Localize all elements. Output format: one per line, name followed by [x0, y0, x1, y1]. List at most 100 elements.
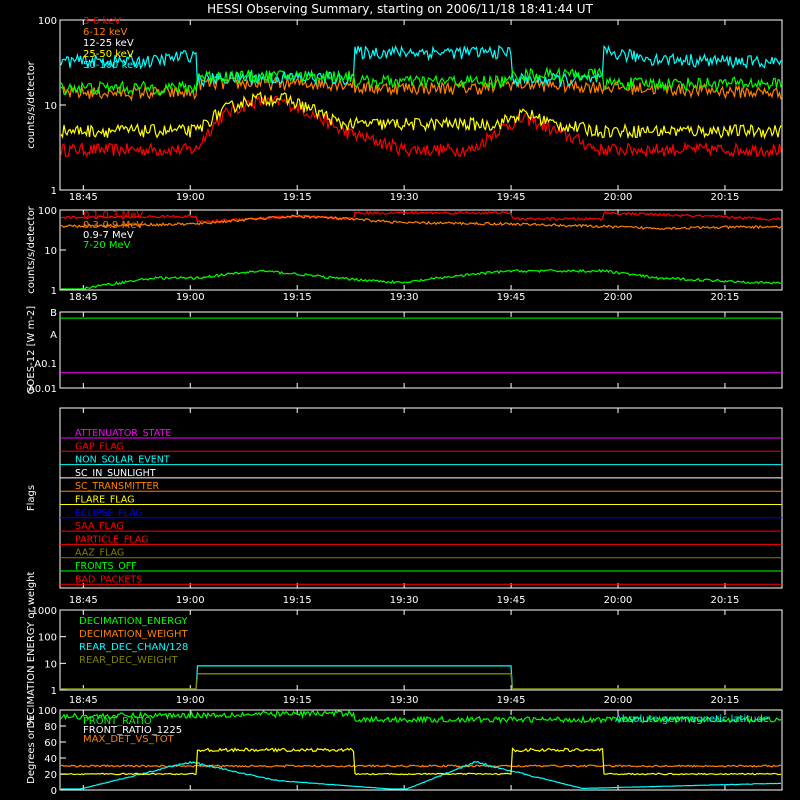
- series-line-5-2: [60, 764, 782, 768]
- y-axis-label-5: Degrees or %: [26, 716, 37, 784]
- x-tick-label: 19:45: [497, 595, 526, 606]
- x-tick-label: 19:45: [497, 192, 526, 203]
- legend-entry-1-0: 0.1-0.3 MeV: [83, 210, 143, 221]
- series-line-5-3: [61, 760, 781, 790]
- legend-entry-4-0: DECIMATION_ENERGY: [79, 616, 188, 627]
- legend-entry-1-3: 7-20 MeV: [83, 240, 131, 251]
- y-tick-label-2-1: A: [50, 330, 57, 341]
- legend-entry-5-0: FRONT_RATIO: [83, 716, 152, 727]
- y-tick-label-1-2: 100: [38, 206, 57, 217]
- plot-title: HESSI Observing Summary, starting on 200…: [207, 2, 593, 16]
- x-tick-label: 19:00: [176, 695, 205, 706]
- x-tick-label: 19:30: [390, 595, 419, 606]
- series-line-0-4: [60, 44, 782, 89]
- x-tick-label: 20:00: [604, 595, 633, 606]
- x-tick-label: 18:45: [69, 192, 98, 203]
- x-tick-label: 19:45: [497, 695, 526, 706]
- x-tick-label: 19:30: [390, 292, 419, 303]
- x-tick-label: 20:15: [711, 192, 740, 203]
- series-line-5-4: [60, 747, 782, 776]
- panel-frame-5: [59, 709, 783, 791]
- legend-entry-5-2: MAX_DET_VS_TOT: [83, 734, 175, 745]
- x-tick-label: 19:15: [283, 695, 312, 706]
- y-tick-label-0-0: 1: [51, 186, 57, 197]
- series-line-5-0: [60, 709, 782, 725]
- x-tick-label: 20:15: [711, 292, 740, 303]
- legend-entry-0-0: 3-6 keV: [83, 16, 121, 27]
- x-tick-label: 19:00: [176, 192, 205, 203]
- series-line-0-0: [60, 94, 782, 159]
- x-tick-label: 18:45: [69, 695, 98, 706]
- y-tick-label-4-0: 1: [51, 686, 57, 697]
- panel-frame-4: [59, 609, 783, 691]
- legend-entry-0-3: 25-50 keV: [83, 49, 134, 60]
- flag-label-11: BAD_PACKETS: [75, 574, 142, 585]
- x-tick-label: 19:15: [283, 192, 312, 203]
- x-tick-label: 19:30: [390, 192, 419, 203]
- x-tick-label: 20:15: [711, 595, 740, 606]
- y-tick-label-4-2: 100: [38, 633, 57, 644]
- y-tick-label-5-2: 40: [44, 754, 57, 765]
- x-tick-label: 18:45: [69, 595, 98, 606]
- flag-label-1: GAP_FLAG: [75, 441, 124, 452]
- flag-label-2: NON_SOLAR_EVENT: [75, 455, 170, 466]
- x-tick-label: 19:15: [283, 292, 312, 303]
- y-tick-label-5-0: 0: [51, 786, 57, 797]
- y-tick-label-5-1: 20: [44, 770, 57, 781]
- legend-entry-1-1: 0.3-0.9 MeV: [83, 220, 143, 231]
- panel-frame-0: [59, 19, 783, 191]
- x-tick-label: 19:00: [176, 595, 205, 606]
- y-axis-label-3: Flags: [26, 485, 37, 511]
- y-tick-label-1-0: 1: [51, 286, 57, 297]
- x-tick-label: 20:00: [604, 292, 633, 303]
- flag-label-10: FRONTS_OFF: [75, 561, 137, 572]
- flag-label-0: ATTENUATOR_STATE: [75, 428, 171, 439]
- series-line-1-1: [60, 214, 782, 231]
- series-line-1-3: [60, 268, 782, 290]
- panel-frame-2: [59, 311, 783, 389]
- series-line-4-3: [61, 673, 781, 690]
- series-line-4-2: [61, 665, 781, 690]
- y-tick-label-0-2: 100: [38, 16, 57, 27]
- y-axis-label-2: GOES-12 [W m-2]: [26, 306, 37, 394]
- legend-entry-5-1: FRONT_RATIO_1225: [83, 725, 182, 736]
- legend-entry-4-2: REAR_DEC_CHAN/128: [79, 642, 188, 653]
- y-axis-label-4: DECIMATION ENERGY or weight: [26, 571, 37, 728]
- x-tick-label: 20:00: [604, 192, 633, 203]
- y-tick-label-5-3: 60: [44, 738, 57, 749]
- y-tick-label-4-3: 1000: [32, 606, 57, 617]
- series-line-0-3: [60, 91, 782, 140]
- y-tick-label-2-3: A0.01: [28, 384, 57, 395]
- flag-label-6: ECLIPSE_FLAG: [75, 508, 143, 519]
- series-line-1-0: [60, 210, 782, 224]
- x-tick-label: 19:00: [176, 292, 205, 303]
- flag-label-5: FLARE_FLAG: [75, 495, 135, 506]
- flag-label-8: PARTICLE_FLAG: [75, 534, 148, 545]
- x-tick-label: 18:45: [69, 292, 98, 303]
- series-line-4-1: [61, 673, 781, 690]
- legend-entry-0-1: 6-12 keV: [83, 27, 127, 38]
- y-tick-label-1-1: 10: [44, 246, 57, 257]
- y-tick-label-5-5: 100: [38, 706, 57, 717]
- x-tick-label: 19:30: [390, 695, 419, 706]
- y-tick-label-2-2: A0.1: [34, 359, 57, 370]
- legend-entry-4-1: DECIMATION_WEIGHT: [79, 629, 188, 640]
- flag-label-4: SC_TRANSMITTER: [75, 481, 160, 492]
- y-tick-label-5-4: 80: [44, 722, 57, 733]
- y-tick-label-4-1: 10: [44, 659, 57, 670]
- panel-frame-3: [59, 407, 783, 589]
- y-axis-label-1: counts/s/detector: [26, 205, 37, 293]
- flag-label-3: SC_IN_SUNLIGHT: [75, 468, 156, 479]
- legend-entry-0-2: 12-25 keV: [83, 38, 134, 49]
- flag-label-7: SAA_FLAG: [75, 521, 124, 532]
- x-tick-label: 20:15: [711, 695, 740, 706]
- latitude-annotation: Absolute geomagnetic latitude: [615, 714, 769, 725]
- x-tick-label: 19:45: [497, 292, 526, 303]
- legend-entry-0-4: 50-100 keV: [83, 60, 140, 71]
- x-tick-label: 19:15: [283, 595, 312, 606]
- legend-entry-1-2: 0.9-7 MeV: [83, 230, 134, 241]
- y-tick-label-0-1: 10: [44, 101, 57, 112]
- legend-entry-4-3: REAR_DEC_WEIGHT: [79, 655, 178, 666]
